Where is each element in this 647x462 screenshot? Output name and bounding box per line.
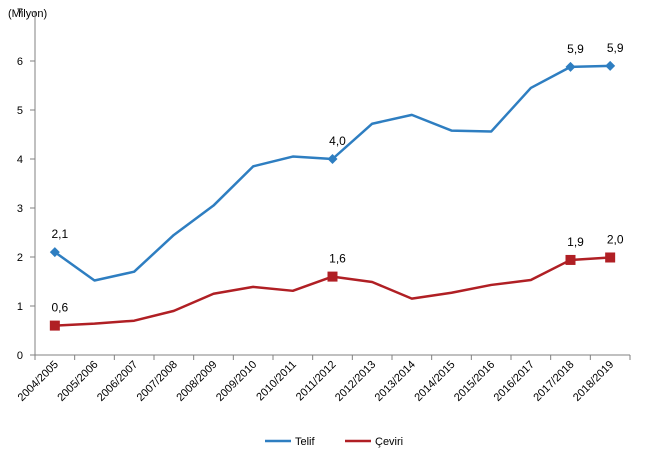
x-tick-label: 2011/2012 [294, 359, 339, 404]
data-label: 5,9 [607, 41, 624, 55]
x-tick-label: 2008/2009 [174, 359, 219, 404]
x-tick-label: 2014/2015 [412, 359, 457, 404]
x-tick-label: 2010/2011 [254, 359, 299, 404]
data-label: 2,1 [51, 227, 68, 241]
x-tick-label: 2009/2010 [214, 359, 259, 404]
data-label: 5,9 [567, 42, 584, 56]
data-label: 0,6 [51, 301, 68, 315]
y-tick-label: 1 [17, 301, 23, 313]
unit-label: (Milyon) [8, 8, 47, 20]
series-line [54, 64, 611, 282]
y-tick-label: 7 [17, 7, 23, 19]
axes: 0 1 2 3 4 5 6 7 2004/20052005/20062006/20072007/… [16, 7, 631, 404]
x-tick-label: 2005/2006 [55, 359, 100, 404]
x-tick-label: 2013/2014 [373, 359, 418, 404]
data-point [327, 271, 338, 282]
data-point [605, 252, 616, 263]
data-point [605, 60, 616, 71]
legend-label: Çeviri [375, 436, 403, 448]
data-point [49, 320, 60, 331]
data-point [565, 61, 576, 72]
data-label: 1,9 [567, 235, 584, 249]
y-tick-label: 3 [17, 203, 23, 215]
x-tick-label: 2016/2017 [492, 359, 537, 404]
data-label: 2,0 [607, 232, 624, 246]
x-tick-label: 2015/2016 [452, 359, 497, 404]
data-point [327, 154, 338, 164]
x-tick-label: 2018/2019 [571, 359, 616, 404]
series-layer: 2,1 4,0 5,9 5,9 0,6 1,6 1,9 2,0 [49, 41, 624, 331]
x-tick-label: 2017/2018 [531, 359, 576, 404]
legend-label: Telif [295, 436, 316, 448]
data-point [49, 247, 60, 258]
x-tick-label: 2007/2008 [135, 359, 180, 404]
data-label: 1,6 [329, 252, 346, 266]
y-tick-label: 6 [17, 56, 23, 68]
y-tick-label: 5 [17, 105, 23, 117]
x-tick-label: 2004/2005 [16, 359, 61, 404]
y-tick-label: 4 [17, 154, 23, 166]
data-point [565, 254, 576, 265]
legend: Telif Çeviri [265, 436, 403, 448]
x-tick-label: 2006/2007 [95, 359, 140, 404]
y-tick-label: 0 [17, 350, 23, 362]
x-tick-label: 2012/2013 [333, 359, 378, 404]
data-label: 4,0 [329, 134, 346, 148]
y-tick-label: 2 [17, 252, 23, 264]
